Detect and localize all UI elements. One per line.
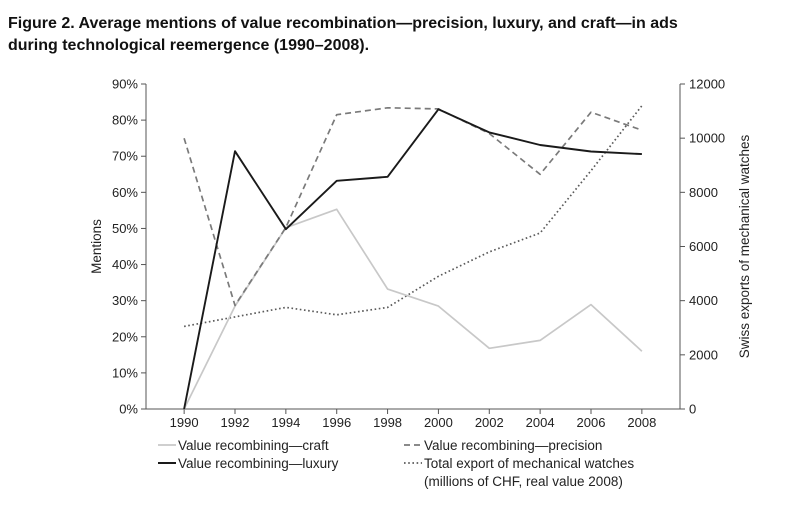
legend-label-exports-line2: (millions of CHF, real value 2008) [424, 474, 623, 489]
y-tick-label-left: 30% [112, 293, 138, 308]
y-axis-left-title: Mentions [89, 219, 104, 274]
x-tick-label: 1998 [373, 415, 402, 430]
y-tick-label-right: 12000 [689, 77, 725, 92]
figure-title: Figure 2. Average mentions of value reco… [8, 13, 803, 57]
legend-label-craft: Value recombining—craft [178, 438, 329, 453]
axes: 0% 10% 20% 30% 40% 50% 60% 70% 80% 90% 0 2000 4000 60… [89, 77, 752, 431]
series-line-precision [183, 106, 643, 307]
y-tick-label-right: 2000 [689, 347, 718, 362]
y-tick-label-left: 10% [112, 365, 138, 380]
series-lines [183, 105, 643, 410]
y-tick-label-left: 60% [112, 185, 138, 200]
legend: Value recombining—craft Value recombining… [158, 438, 634, 489]
y-tick-label-right: 10000 [689, 131, 725, 146]
x-tick-label: 2004 [526, 415, 555, 430]
x-tick-label: 2000 [424, 415, 453, 430]
figure-title-line-2: during technological reemergence (1990–2… [8, 37, 370, 54]
x-tick-label: 2008 [627, 415, 656, 430]
series-line-exports [183, 105, 643, 328]
y-tick-label-left: 20% [112, 329, 138, 344]
y-tick-label-left: 90% [112, 77, 138, 92]
y-tick-label-left: 70% [112, 149, 138, 164]
y-tick-label-right: 4000 [689, 293, 718, 308]
y-tick-label-left: 50% [112, 221, 138, 236]
y-tick-label-left: 40% [112, 257, 138, 272]
x-tick-label: 2006 [577, 415, 606, 430]
y-tick-label-right: 0 [689, 402, 696, 417]
y-axis-right-title: Swiss exports of mechanical watches [737, 134, 752, 358]
x-tick-label: 2002 [475, 415, 504, 430]
x-tick-label: 1996 [322, 415, 351, 430]
y-tick-label-left: 80% [112, 113, 138, 128]
y-tick-label-left: 0% [119, 402, 138, 417]
legend-label-luxury: Value recombining—luxury [178, 456, 339, 471]
series-line-luxury [183, 108, 642, 410]
y-tick-label-right: 8000 [689, 185, 718, 200]
x-tick-label: 1994 [271, 415, 300, 430]
figure-title-line-1: Figure 2. Average mentions of value reco… [8, 15, 678, 32]
x-tick-label: 1992 [221, 415, 250, 430]
legend-label-precision: Value recombining—precision [424, 438, 602, 453]
y-tick-label-right: 6000 [689, 239, 718, 254]
legend-label-exports: Total export of mechanical watches [424, 456, 634, 471]
x-tick-label: 1990 [170, 415, 199, 430]
series-line-craft [183, 208, 643, 410]
